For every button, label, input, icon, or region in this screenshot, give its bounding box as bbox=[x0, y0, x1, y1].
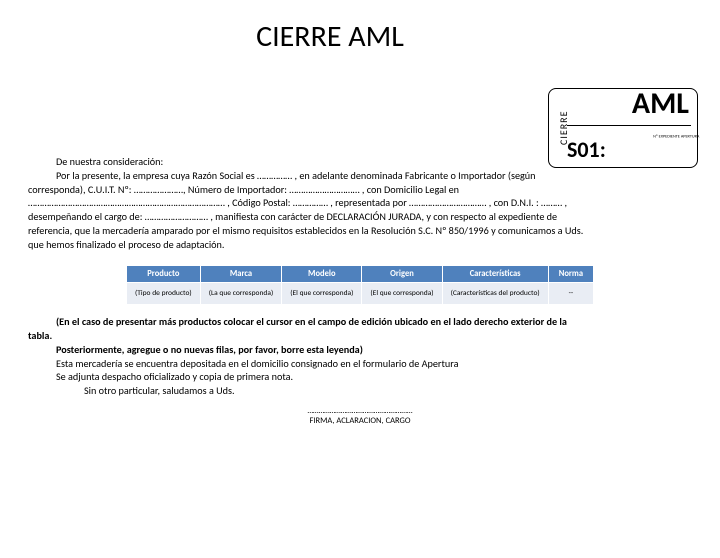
th-producto: Producto bbox=[126, 266, 200, 283]
stamp-code: S01: bbox=[567, 136, 606, 163]
footer-line5: Sin otro particular, saludamos a Uds. bbox=[84, 384, 235, 397]
footer-line4: Se adjunta despacho oficializado y copia… bbox=[56, 370, 293, 383]
line1: De nuestra consideración: bbox=[56, 155, 163, 168]
signature-label: FIRMA, ACLARACION, CARGO bbox=[309, 416, 410, 426]
footer-line2: Posteriormente, agregue o no nuevas fila… bbox=[56, 343, 363, 356]
footer-line1a: (En el caso de presentar más productos c… bbox=[56, 315, 567, 328]
td-norma: -- bbox=[548, 283, 593, 305]
signature-line: ………………………………………………… bbox=[308, 406, 413, 416]
footer-line1b: tabla. bbox=[28, 329, 52, 342]
th-origen: Origen bbox=[362, 266, 442, 283]
stamp-box: CIERRE AML S01: Nº EXPEDIENTE APERTURA bbox=[548, 88, 698, 168]
line3: corresponda), C.U.I.T. Nº: …………………, Núme… bbox=[28, 183, 459, 196]
footer-paragraph: (En el caso de presentar más productos c… bbox=[0, 315, 720, 398]
line2: Por la presente, la empresa cuya Razón S… bbox=[56, 169, 536, 182]
stamp-smalltext: Nº EXPEDIENTE APERTURA bbox=[653, 134, 699, 139]
td-origen: (El que corresponda) bbox=[362, 283, 442, 305]
th-modelo: Modelo bbox=[282, 266, 362, 283]
td-caracteristicas: (Características del producto) bbox=[442, 283, 548, 305]
table-header-row: Producto Marca Modelo Origen Característ… bbox=[126, 266, 593, 283]
footer-line3: Esta mercadería se encuentra depositada … bbox=[56, 357, 458, 370]
table-row: (Tipo de producto) (La que corresponda) … bbox=[126, 283, 593, 305]
td-modelo: (El que corresponda) bbox=[282, 283, 362, 305]
body-paragraph: De nuestra consideración: Por la present… bbox=[0, 155, 720, 251]
stamp-aml: AML bbox=[632, 89, 689, 119]
line5: desempeñando el cargo de: ……………………… , ma… bbox=[28, 210, 557, 223]
page-title: CIERRE AML bbox=[0, 18, 720, 55]
td-marca: (La que corresponda) bbox=[200, 283, 282, 305]
line7: que hemos finalizado el proceso de adapt… bbox=[28, 238, 224, 251]
line4: ………………………………………………………………………… , Código Po… bbox=[28, 196, 567, 209]
signature-block: ………………………………………………… FIRMA, ACLARACION, C… bbox=[0, 406, 720, 426]
th-marca: Marca bbox=[200, 266, 282, 283]
products-table: Producto Marca Modelo Origen Característ… bbox=[126, 265, 594, 305]
td-producto: (Tipo de producto) bbox=[126, 283, 200, 305]
th-caracteristicas: Características bbox=[442, 266, 548, 283]
line6: referencia, que la mercadería amparado p… bbox=[28, 224, 583, 237]
stamp-divider bbox=[567, 125, 691, 126]
th-norma: Norma bbox=[548, 266, 593, 283]
